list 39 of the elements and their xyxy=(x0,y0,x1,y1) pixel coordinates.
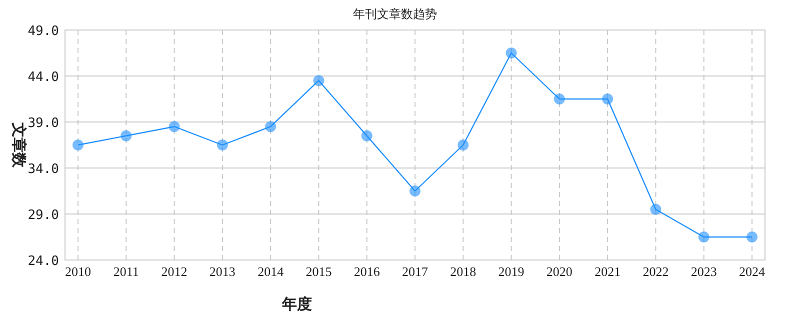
y-tick-label: 44.0 xyxy=(28,70,59,85)
chart-title: 年刊文章数趋势 xyxy=(353,7,437,21)
x-tick-label: 2021 xyxy=(594,264,621,279)
x-tick-label: 2020 xyxy=(546,264,572,279)
point xyxy=(120,130,132,142)
point xyxy=(168,121,180,132)
y-tick-label: 24.0 xyxy=(28,254,59,269)
point xyxy=(746,232,758,242)
y-tick-label: 39.0 xyxy=(28,116,59,131)
x-tick-label: 2024 xyxy=(739,264,766,279)
point xyxy=(361,130,372,142)
point xyxy=(265,121,276,132)
point xyxy=(72,140,84,150)
x-tick-label: 2023 xyxy=(690,264,717,279)
x-tick-label: 2018 xyxy=(450,264,476,279)
x-tick-label: 2019 xyxy=(498,264,524,279)
x-tick-label: 2022 xyxy=(642,264,669,279)
x-axis-title: 年度 xyxy=(281,295,312,313)
y-axis-title: 文章数 xyxy=(10,122,28,168)
y-tick-label: 29.0 xyxy=(28,208,59,223)
point xyxy=(602,94,614,104)
x-tick-label: 2016 xyxy=(354,264,380,279)
x-tick-label: 2011 xyxy=(113,264,139,279)
x-tick-label: 2015 xyxy=(306,264,332,279)
x-tick-label: 2017 xyxy=(402,264,428,279)
x-tick-label: 2013 xyxy=(209,264,236,279)
point xyxy=(650,204,662,215)
point xyxy=(313,75,324,86)
y-tick-label: 49.0 xyxy=(28,24,59,39)
x-tick-label: 2010 xyxy=(65,264,91,279)
point xyxy=(554,94,565,104)
point xyxy=(216,140,228,150)
x-tick-label: 2014 xyxy=(258,264,284,279)
x-tick-label: 2012 xyxy=(161,264,188,279)
point xyxy=(410,186,420,196)
point xyxy=(698,232,710,242)
point xyxy=(506,48,517,58)
y-tick-label: 34.0 xyxy=(28,162,59,177)
point xyxy=(458,140,469,150)
